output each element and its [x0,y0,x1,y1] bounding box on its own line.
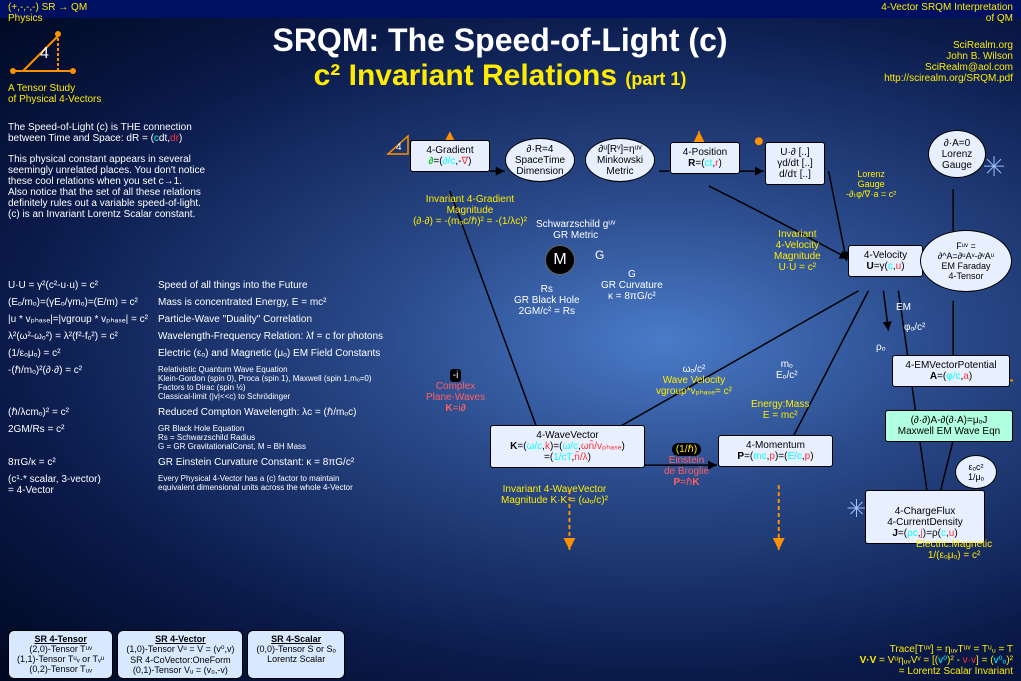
relation-row: 8πG/κ = c²GR Einstein Curvature Constant… [8,457,383,468]
annot-ud: U·∂ [..] γd/dt [..] d/dτ [..] [765,142,825,185]
header-left: (+,-,-,-) SR → QM Physics [8,2,87,16]
annot-gradmag: Invariant 4-Gradient Magnitude (∂·∂) = -… [390,190,550,231]
node-lorenz: ∂·A=0 Lorenz Gauge [928,130,986,178]
annot-planewave: -i ComplexPlane-WavesK=i∂ [420,355,491,418]
node-minkowski: ∂ᵘ[Rᵛ]=ηᵘᵛ Minkowski Metric [585,138,655,182]
svg-text:4: 4 [40,45,49,62]
header-right: 4-Vector SRQM Interpretation of QM [881,2,1013,16]
credits: SciRealm.org John B. Wilson SciRealm@aol… [884,40,1013,84]
annot-emass: Energy:Mass E = mc² [745,395,815,425]
node-position: 4-PositionR=(ct,r) [670,142,740,174]
relation-row: (Eₒ/mₒ)=(γEₒ/γmₒ)=(E/m) = c²Mass is conc… [8,297,383,308]
node-faraday: Fᵘᵛ = ∂^A=∂ᵘAᵛ-∂ᵛAᵘ EM Faraday 4-Tensor [920,230,1012,292]
header-bar: (+,-,-,-) SR → QM Physics 4-Vector SRQM … [0,0,1021,18]
relation-row: λ²(ω²-ωₒ²) = λ²(f²-fₒ²) = c²Wavelength-F… [8,331,383,342]
annot-phic: φₒ/c² [898,318,931,337]
relation-row: -(ℏ/mₒ)²(∂·∂) = c²Relativistic Quantum W… [8,365,383,401]
node-empot: 4-EMVectorPotentialA=(φ/c,a) [892,355,1010,387]
relation-row: |u * vₚₕₐₛₑ|=|vgroup * vₚₕₐₛₑ| = c²Parti… [8,314,383,325]
node-wavevector: 4-WaveVector K=(ω/c,k)=(ω/c,ωn̂/vₚₕₐₛₑ) … [490,425,645,468]
mini-triangle-icon: 4 [386,134,412,156]
relations-list: U·U = γ²(c²-u·u) = c²Speed of all things… [8,280,383,502]
diagram-area: 4 4-Gradient ∂=(∂/c,-∇) ∂·R=4 SpaceTime … [400,120,1013,601]
relation-row: (1/εₒμₒ) = c²Electric (εₒ) and Magnetic … [8,348,383,359]
node-spacetime: ∂·R=4 SpaceTime Dimension [505,138,575,182]
annot-rho: ρₒ [870,338,891,357]
node-velocity: 4-VelocityU=γ(c,u) [848,245,923,277]
annot-em2: mₒ Eₒ/c² [770,355,804,385]
annot-velmag: Invariant 4-Velocity Magnitude U·U = c² [768,225,827,277]
annot-bh: Rs GR Black Hole 2GM/c² = Rs [508,280,586,321]
annot-debroglie: (1/ℏ) Einsteinde BroglieP=ℏK [658,440,715,492]
relation-row: (ℏ/λcmₒ)² = c²Reduced Compton Wavelength… [8,407,383,418]
bh-g-icon: G [595,248,604,262]
bottom-right-text: Trace[Tᵘᵛ] = ηᵤᵥTᵘᵛ = Tᵘᵤ = T V·V = Vᵘηᵤ… [860,644,1013,677]
relation-row: 2GM/Rs = c²GR Black Hole Equation Rs = S… [8,424,383,451]
relation-row: (c¹·* scalar, 3-vector) = 4-VectorEvery … [8,474,383,496]
relation-row: U·U = γ²(c²-u·u) = c²Speed of all things… [8,280,383,291]
annot-curv: G GR Curvature κ = 8πG/c² [595,265,669,306]
annot-wavevel: ωₒ/c² Wave Velocity vgroup*vₚₕₐₛₑ= c² [650,360,738,401]
legend-box: SR 4-Vector(1,0)-Tensor Vᵘ = V = (v⁰,v)S… [117,630,243,679]
annot-lorenzg: Lorenz Gauge -∂ₜφ/∇·a = c² [840,165,902,204]
bh-mass-icon: M [545,245,575,275]
logo-subtitle: A Tensor Study of Physical 4-Vectors [8,83,148,105]
title-line2: c² Invariant Relations (part 1) [170,59,830,93]
legend-box: SR 4-Scalar(0,0)-Tensor S or SₒLorentz S… [247,630,344,679]
title-block: SRQM: The Speed-of-Light (c) c² Invarian… [170,22,830,93]
intro-text: The Speed-of-Light (c) is THE connection… [8,122,398,230]
legend-box: SR 4-Tensor(2,0)-Tensor Tᵘᵛ(1,1)-Tensor … [8,630,113,679]
annot-wvmag: Invariant 4-WaveVector Magnitude K·K = (… [495,480,614,510]
logo-triangle-icon: 4 [8,26,78,76]
logo-area: 4 A Tensor Study of Physical 4-Vectors [8,22,148,105]
node-gradient: 4-Gradient ∂=(∂/c,-∇) [410,140,490,172]
bottom-legend: SR 4-Tensor(2,0)-Tensor Tᵘᵛ(1,1)-Tensor … [8,630,345,679]
node-maxwell: (∂·∂)A-∂(∂·A)=μₒJ Maxwell EM Wave Eqn [885,410,1013,442]
annot-ec2: εₒc² 1/μₒ [955,455,997,489]
annot-em: EM [890,298,917,317]
node-momentum: 4-MomentumP=(mc,p)=(E/c,p) [718,435,833,467]
annot-elmag: Electric:Magnetic 1/(εₒμₒ) = c² [910,535,998,565]
title-line1: SRQM: The Speed-of-Light (c) [170,22,830,59]
svg-text:4: 4 [396,142,402,153]
annot-schwarz: Schwarzschild gᵘᵛ GR Metric [530,215,621,245]
